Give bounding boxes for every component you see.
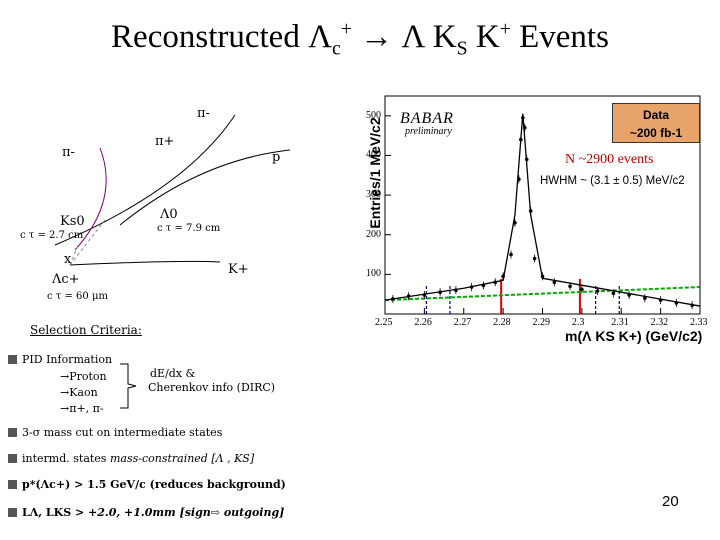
n-events-label: N ~2900 events: [565, 152, 654, 167]
data-point: [552, 280, 557, 285]
x-tick-label: 2.32: [650, 317, 669, 328]
bullet-square-icon: [8, 454, 17, 463]
data-point: [580, 287, 584, 292]
label-ks0: Ks0: [60, 214, 85, 229]
slide-title: Reconstructed Λc+ → Λ KS K+ Events: [111, 18, 609, 60]
x-tick-label: 2.25: [375, 317, 393, 328]
bullet-flight-length: LΛ, LKS > +2.0, +1.0mm [sign⇨ outgoing]: [8, 506, 284, 519]
data-point: [469, 285, 474, 289]
bullet-mass-cut: 3-σ mass cut on intermediate states: [8, 426, 222, 439]
selection-heading: Selection Criteria:: [30, 323, 142, 337]
legend-box: Data ~200 fb-1: [612, 103, 700, 143]
bullet-square-icon: [8, 480, 17, 489]
x-tick-label: 2.29: [532, 317, 551, 328]
y-tick-label: 500: [366, 109, 381, 121]
data-point: [509, 252, 513, 257]
background-fit-line: [384, 286, 701, 302]
pid-note-line1: dE/dx &: [150, 367, 196, 380]
data-point: [493, 280, 498, 285]
data-point: [481, 283, 486, 288]
data-point: [595, 289, 600, 293]
label-lambda-c: Λc+: [52, 272, 80, 287]
legend-line1: Data: [642, 108, 669, 122]
x-tick-label: 2.27: [453, 317, 472, 328]
data-point: [643, 296, 647, 300]
data-point: [611, 291, 616, 296]
legend-line2: ~200 fb-1: [629, 126, 683, 140]
data-point: [501, 274, 505, 279]
y-tick-label: 200: [366, 228, 381, 240]
y-tick-label: 400: [366, 149, 381, 161]
data-point: [406, 294, 411, 298]
label-pi-minus-left: π-: [62, 145, 75, 160]
data-point: [658, 298, 663, 302]
data-point: [522, 125, 527, 130]
label-lambda0: Λ0: [160, 207, 178, 222]
data-point: [690, 303, 694, 308]
data-point: [517, 177, 521, 182]
x-tick-label: 2.31: [611, 317, 629, 328]
pid-item-kaon: →Kaon: [60, 386, 98, 399]
data-point: [528, 209, 533, 213]
pid-brace: [120, 363, 137, 409]
label-pi-minus-top: π-: [197, 106, 210, 121]
preliminary-label: preliminary: [405, 126, 452, 137]
bullet-square-icon: [8, 508, 17, 517]
pid-item-proton: →Proton: [60, 370, 107, 383]
data-point: [524, 157, 529, 162]
label-pi-plus: π+: [155, 134, 175, 149]
bullet-pid: PID Information: [8, 353, 112, 366]
x-tick-label: 2.26: [414, 317, 432, 328]
data-point: [532, 256, 537, 261]
track-pi-minus-top: [54, 114, 236, 246]
mass-plot: [384, 95, 701, 315]
x-tick-label: 2.28: [493, 317, 511, 328]
pid-item-pion: →π+, π-: [60, 402, 104, 415]
data-point: [391, 297, 395, 301]
bullet-square-icon: [8, 355, 17, 364]
y-tick-label: 100: [366, 268, 381, 280]
data-point: [568, 284, 572, 289]
bullet-momentum-cut: p*(Λc+) > 1.5 GeV/c (reduces background): [8, 478, 286, 491]
x-tick-label: 2.33: [690, 317, 708, 328]
label-lambda0-ctau: c τ = 7.9 cm: [157, 223, 221, 234]
bullet-mass-constrained: intermd. states mass-constrained [Λ , KS…: [8, 452, 254, 465]
data-point: [540, 274, 545, 279]
y-tick-label: 300: [366, 189, 381, 201]
page-number: 20: [662, 493, 679, 510]
data-point: [454, 288, 458, 293]
track-pi-minus-left: [74, 147, 107, 251]
label-lambda-c-ctau: c τ = 60 μm: [47, 291, 108, 302]
x-tick-label: 2.3: [571, 317, 585, 328]
babar-logo: BABAR: [400, 110, 454, 127]
bullet-square-icon: [8, 428, 17, 437]
data-point: [519, 137, 523, 142]
hwhm-label: HWHM ~ (3.1 ± 0.5) MeV/c2: [540, 175, 685, 187]
track-k-plus: [69, 260, 221, 266]
x-axis-label: m(Λ KS K+) (GeV/c2): [565, 328, 703, 344]
data-point: [422, 293, 427, 297]
pid-note-line2: Cherenkov info (DIRC): [148, 381, 276, 394]
decay-diagram: [54, 114, 291, 266]
label-k-plus: K+: [228, 262, 249, 277]
data-point: [674, 301, 679, 305]
label-proton: p: [272, 150, 281, 165]
vertex-x-mark: x: [64, 252, 72, 267]
data-point: [438, 290, 442, 295]
data-point: [627, 293, 631, 297]
label-ks0-ctau: c τ = 2.7 cm: [20, 230, 84, 241]
data-point: [513, 221, 517, 225]
data-point: [521, 116, 525, 120]
track-proton: [119, 149, 291, 226]
